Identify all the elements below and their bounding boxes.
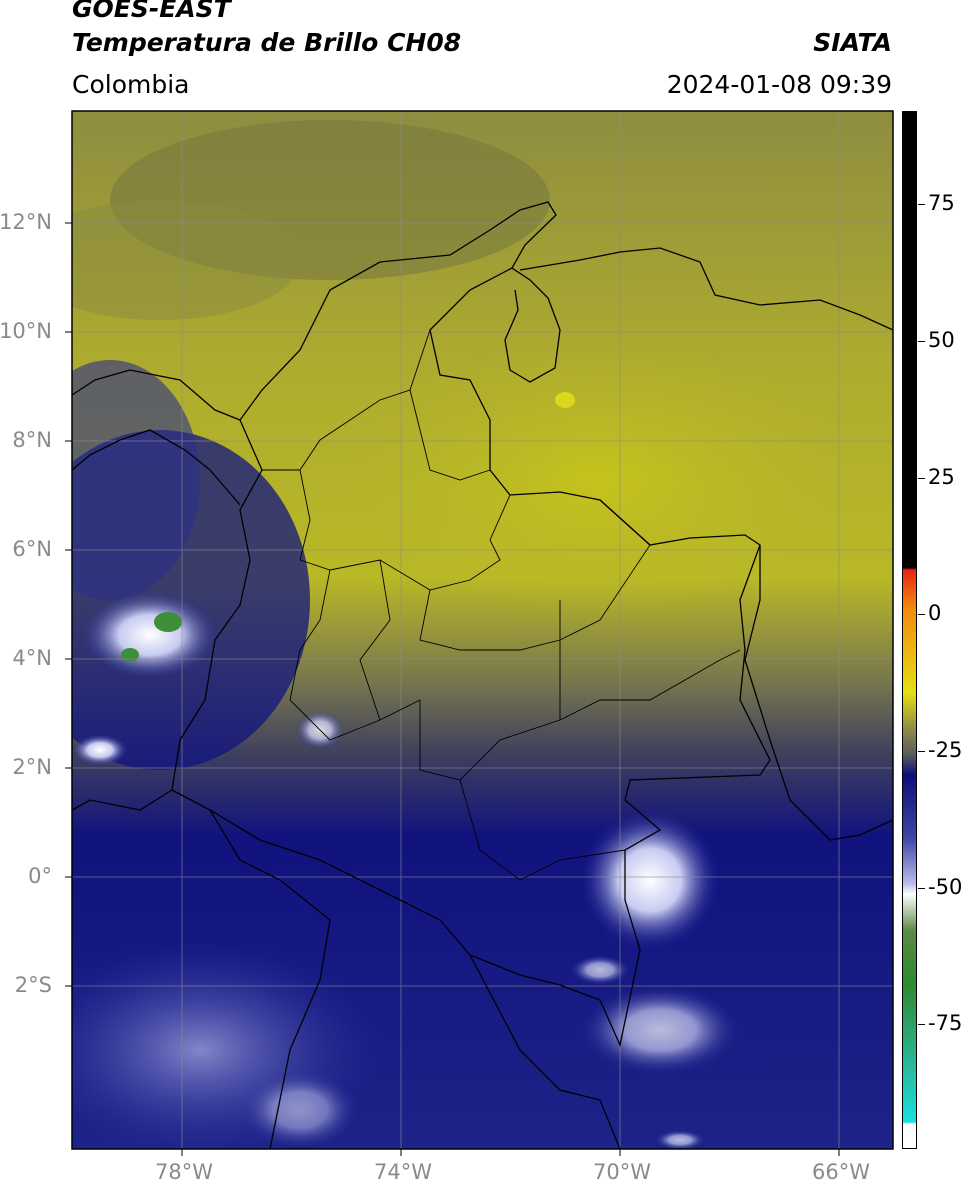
lat-label-12n: 12°N (0, 210, 52, 234)
organization-label: SIATA (813, 28, 892, 57)
lon-label-70w: 70°W (593, 1160, 651, 1184)
colorbar-gradient (903, 112, 916, 1148)
region-label: Colombia (72, 70, 190, 99)
lat-label-0: 0° (28, 864, 52, 888)
lon-label-78w: 78°W (155, 1160, 213, 1184)
colorbar-tick (918, 888, 925, 889)
colorbar-tick (918, 1024, 925, 1025)
colorbar-label-50: 50 (928, 328, 955, 352)
lat-label-6n: 6°N (12, 537, 52, 561)
colorbar-label-minus50: -50 (928, 875, 963, 899)
lat-label-2s: 2°S (14, 973, 52, 997)
ecuador-peru-border (72, 789, 621, 1149)
colorbar (902, 111, 917, 1149)
colorbar-label-minus25: -25 (928, 738, 963, 762)
timestamp-label: 2024-01-08 09:39 (666, 70, 892, 99)
colorbar-label-minus75: -75 (928, 1011, 963, 1035)
map-title-product: Temperatura de Brillo CH08 (72, 28, 462, 57)
lat-label-2n: 2°N (12, 755, 52, 779)
boundaries (72, 201, 893, 1149)
colorbar-tick (918, 614, 925, 615)
colorbar-tick (918, 204, 925, 205)
lon-label-66w: 66°W (812, 1160, 870, 1184)
map-frame (71, 110, 894, 1150)
map-title-satellite: GOES-EAST (72, 0, 231, 23)
lat-label-10n: 10°N (0, 319, 52, 343)
brightness-temperature-field (72, 111, 893, 1149)
colorbar-tick (918, 341, 925, 342)
lat-label-4n: 4°N (12, 646, 52, 670)
venezuela-border (599, 499, 893, 841)
colorbar-label-75: 75 (928, 191, 955, 215)
colorbar-label-25: 25 (928, 465, 955, 489)
department-borders (262, 329, 741, 881)
panama-coast (72, 369, 241, 506)
longitude-ticks (181, 1149, 840, 1156)
lat-label-8n: 8°N (12, 428, 52, 452)
gridlines (72, 111, 893, 1149)
caribbean-coastline (239, 201, 893, 421)
colorbar-label-0: 0 (928, 601, 942, 625)
latitude-ticks (65, 222, 72, 987)
colorbar-tick (918, 751, 925, 752)
lon-label-74w: 74°W (374, 1160, 432, 1184)
colorbar-tick (918, 478, 925, 479)
